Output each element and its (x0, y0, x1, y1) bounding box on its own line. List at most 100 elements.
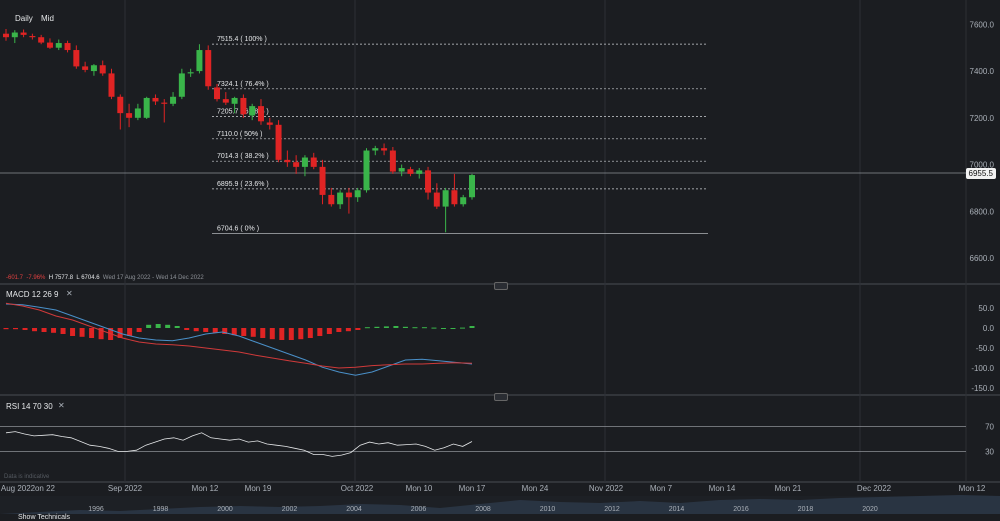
high-value: H 7577.8 (48, 275, 74, 281)
macd-histogram-bar (79, 328, 85, 337)
macd-histogram-bar (241, 328, 247, 336)
panel-resize-handle[interactable] (494, 282, 508, 290)
macd-histogram-bar (450, 328, 456, 329)
macd-tick-label: -100.0 (971, 364, 994, 373)
navigator-year-label: 2020 (862, 506, 878, 513)
candle-body (152, 97, 159, 102)
price-type-mid-button[interactable]: Mid (41, 14, 54, 23)
navigator-year-label: 2018 (798, 506, 814, 513)
price-tick-label: 7200.0 (970, 114, 995, 123)
candle-body (442, 190, 449, 207)
candle-body (205, 50, 212, 87)
candle-body (319, 166, 326, 195)
rsi-panel: 70 30 (0, 423, 995, 457)
candle-body (64, 43, 71, 51)
macd-close-icon[interactable]: ✕ (66, 289, 73, 298)
date-tick-label: Mon 12 (192, 484, 219, 493)
macd-histogram-bar (459, 327, 465, 329)
price-tick-label: 7400.0 (970, 67, 995, 76)
fib-level-label: 6895.9 ( 23.6% ) (217, 181, 269, 188)
price-tick-label: 6600.0 (970, 254, 995, 263)
navigator-year-axis: 1996 1998 2000 2002 2004 2006 2008 2010 2012 2014… (88, 506, 878, 513)
price-tick-label: 7600.0 (970, 20, 995, 29)
candle-body (38, 37, 45, 43)
show-technicals-toggle[interactable]: Show Technicals (18, 514, 71, 521)
macd-histogram-bar (231, 328, 237, 336)
macd-histogram-bar (184, 328, 190, 330)
navigator-year-label: 2014 (669, 506, 685, 513)
last-price-badge: 6955.5 (965, 168, 996, 179)
candle-body (257, 106, 264, 122)
candle-body (20, 32, 27, 35)
fib-level-label: 7014.3 ( 38.2% ) (217, 153, 269, 160)
candle-body (469, 175, 475, 198)
macd-line (5, 303, 473, 376)
navigator-year-label: 2008 (475, 506, 491, 513)
macd-histogram-bar (336, 328, 342, 332)
candle-body (29, 36, 36, 38)
candle-body (240, 97, 247, 115)
macd-histogram-bar (193, 328, 199, 332)
candle-body (425, 170, 432, 193)
macd-histogram-bar (250, 328, 256, 337)
candle-body (363, 150, 370, 191)
macd-histogram-bar (364, 327, 370, 329)
navigator-year-label: 1998 (153, 506, 169, 513)
macd-histogram-bar (393, 326, 399, 328)
macd-histogram-bar (70, 328, 76, 336)
date-tick-label: Mon 19 (245, 484, 272, 493)
candle-body (433, 192, 440, 207)
navigator-year-label: 2012 (604, 506, 620, 513)
macd-histogram-bar (60, 328, 66, 334)
macd-histogram-bar (412, 327, 418, 329)
rsi-tick-label: 70 (985, 423, 994, 432)
rsi-close-icon[interactable]: ✕ (58, 401, 65, 410)
date-tick-label: Mon 21 (775, 484, 802, 493)
candle-body (381, 148, 388, 151)
signal-line (5, 302, 473, 369)
candle-body (460, 197, 467, 205)
navigator-year-label: 2004 (346, 506, 362, 513)
candle-body (293, 162, 300, 167)
navigator-area (0, 495, 1000, 514)
macd-title[interactable]: MACD 12 26 9 (6, 290, 59, 299)
panel-resize-handle[interactable] (494, 393, 508, 401)
macd-tick-label: -150.0 (971, 384, 994, 393)
macd-histogram-bar (32, 328, 38, 332)
candle-body (337, 192, 344, 205)
timeframe-daily-button[interactable]: Daily (15, 14, 33, 23)
rsi-title[interactable]: RSI 14 70 30 (6, 402, 53, 411)
candle-body (214, 87, 221, 100)
macd-histogram-bar (402, 326, 408, 328)
fib-level-label: 7324.1 ( 76.4% ) (217, 81, 269, 88)
fibonacci-retracement[interactable]: 7515.4 ( 100% )7324.1 ( 76.4% )7205.7 ( … (212, 36, 708, 234)
macd-histogram-bar (345, 328, 351, 332)
candle-body (275, 124, 282, 160)
macd-histogram-bar (279, 328, 285, 340)
date-tick-label: Sep 2022 (108, 484, 143, 493)
candle-body (46, 42, 53, 48)
candle-body (222, 99, 229, 103)
candle-body (90, 65, 97, 72)
candle-body (389, 150, 396, 172)
candle-body (372, 148, 379, 151)
rsi-line (5, 431, 473, 457)
candle-body (108, 73, 115, 97)
macd-histogram-bar (165, 324, 171, 328)
navigator-year-label: 1996 (88, 506, 104, 513)
macd-histogram-bar (355, 328, 361, 330)
date-tick-label: Aug 2022 (1, 484, 36, 493)
date-tick-label: Mon 7 (650, 484, 673, 493)
date-tick-label: Mon 12 (959, 484, 986, 493)
navigator-year-label: 2002 (282, 506, 298, 513)
date-range: Wed 17 Aug 2022 - Wed 14 Dec 2022 (102, 275, 204, 281)
candle-body (161, 102, 168, 104)
macd-histogram-bar (98, 328, 104, 340)
date-tick-label: Mon 24 (522, 484, 549, 493)
price-tick-label: 6800.0 (970, 207, 995, 216)
fib-level-label: 7515.4 ( 100% ) (217, 36, 267, 43)
macd-histogram-bar (440, 328, 446, 329)
date-tick-label: on 22 (35, 484, 56, 493)
macd-tick-label: -50.0 (976, 344, 995, 353)
macd-histogram-bar (317, 328, 323, 336)
